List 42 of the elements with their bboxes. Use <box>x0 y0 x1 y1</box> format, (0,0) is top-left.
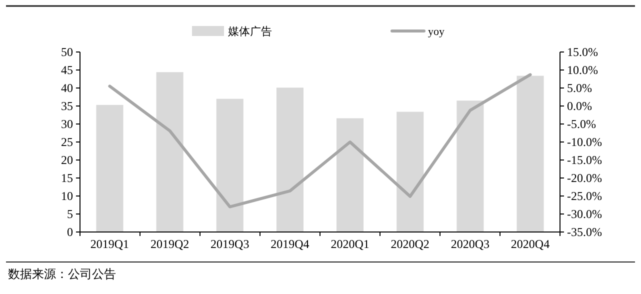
x-tick-label: 2019Q2 <box>150 237 190 251</box>
bar <box>516 76 544 232</box>
bar <box>276 88 304 232</box>
y-tick-label: 5 <box>67 207 73 222</box>
y2-tick-label: -10.0% <box>567 135 602 150</box>
bar <box>456 100 484 232</box>
y2-tick-label: 15.0% <box>567 45 598 60</box>
y2-tick-label: -25.0% <box>567 189 602 204</box>
y-tick-label: 0 <box>67 225 73 240</box>
x-tick-label: 2020Q1 <box>330 237 370 251</box>
y2-tick-label: -20.0% <box>567 171 602 186</box>
y-tick-label: 45 <box>61 63 73 78</box>
legend-label: 媒体广告 <box>228 24 272 38</box>
x-tick-label: 2020Q4 <box>510 237 550 251</box>
x-tick-label: 2019Q4 <box>270 237 310 251</box>
bar <box>216 98 244 232</box>
y2-tick-label: -30.0% <box>567 207 602 222</box>
y2-tick-label: -15.0% <box>567 153 602 168</box>
line-series <box>108 73 532 208</box>
x-tick-label: 2020Q3 <box>450 237 490 251</box>
x-tick-label: 2020Q2 <box>390 237 430 251</box>
bar <box>96 104 124 232</box>
bar <box>156 72 184 232</box>
y-tick-label: 30 <box>61 117 73 132</box>
x-tick-label: 2019Q3 <box>210 237 250 251</box>
legend-label: yoy <box>428 26 445 38</box>
y-tick-label: 20 <box>61 153 73 168</box>
y2-tick-label: -35.0% <box>567 225 602 240</box>
y-tick-label: 15 <box>61 171 73 186</box>
y2-tick-label: 5.0% <box>567 81 592 96</box>
y2-tick-label: 10.0% <box>567 63 598 78</box>
y-tick-label: 10 <box>61 189 73 204</box>
y2-tick-label: 0.0% <box>567 99 592 114</box>
bar <box>336 118 364 232</box>
x-tick-label: 2019Q1 <box>90 237 130 251</box>
y-tick-label: 50 <box>61 45 73 60</box>
source-note: 数据来源：公司公告 <box>8 267 116 281</box>
y-tick-label: 25 <box>61 135 73 150</box>
bar <box>396 112 424 232</box>
y-tick-label: 35 <box>61 99 73 114</box>
y-tick-label: 40 <box>61 81 73 96</box>
y2-tick-label: -5.0% <box>567 117 596 132</box>
